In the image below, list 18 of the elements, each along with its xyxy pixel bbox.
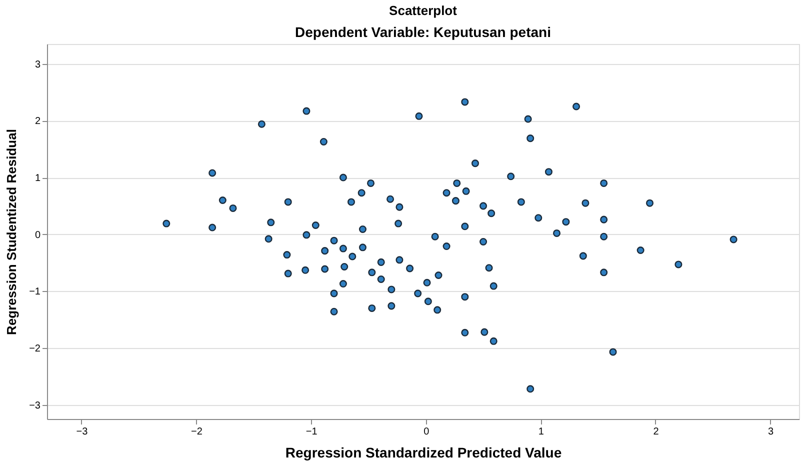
- x-tick-label: −2: [191, 426, 203, 438]
- x-tick-label: 0: [424, 426, 430, 438]
- y-tick-label: −3: [29, 400, 41, 412]
- x-axis-title: Regression Standardized Predicted Value: [285, 444, 562, 460]
- y-axis-title: Regression Studentized Residual: [4, 129, 20, 335]
- x-tick-label: −3: [76, 426, 88, 438]
- chart-title: Scatterplot: [389, 3, 458, 18]
- x-tick-label: 2: [653, 426, 660, 438]
- x-tick-label: 1: [538, 426, 544, 438]
- y-tick-label: 0: [34, 230, 41, 241]
- x-tick-label: −1: [306, 426, 318, 438]
- chart-subtitle: Dependent Variable: Keputusan petani: [295, 24, 551, 40]
- x-tick-label: 3: [768, 426, 774, 438]
- y-tick-label: −2: [29, 343, 41, 354]
- y-tick-label: 1: [34, 173, 41, 184]
- y-tick-label: −1: [29, 286, 41, 298]
- y-tick-label: 2: [34, 116, 41, 128]
- y-tick-label: 3: [34, 59, 41, 70]
